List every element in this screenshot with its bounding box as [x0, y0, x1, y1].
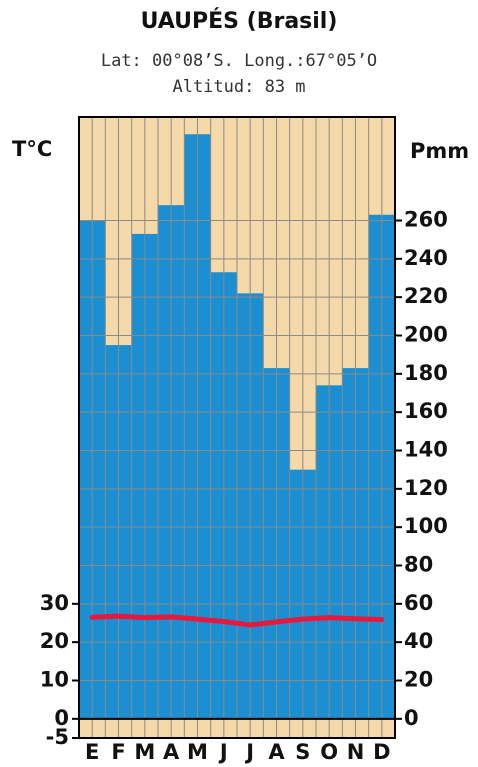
y-axis-label: T°C [12, 137, 52, 161]
x-tick-label: N [347, 740, 365, 764]
y2-axis-label: Pmm [410, 139, 469, 163]
plot-border [78, 116, 396, 739]
subtitle: Altitud: 83 m [172, 77, 305, 97]
x-tick-label: A [268, 740, 285, 764]
y2-tick-label: 40 [404, 629, 433, 653]
y2-tick-label: 140 [404, 438, 448, 462]
y2-tick-label: 160 [404, 399, 448, 423]
chart-title: UAUPÉS (Brasil) [141, 8, 338, 34]
x-tick-label: D [373, 740, 390, 764]
x-tick-label: J [244, 740, 254, 764]
x-tick-label: M [134, 740, 155, 764]
x-tick-label: F [111, 740, 125, 764]
y-tick-label: -5 [46, 725, 69, 749]
y2-tick-label: 220 [404, 284, 448, 308]
subtitle: Lat: 00°08’S. Long.:67°05’O [101, 51, 377, 71]
x-tick-label: M [187, 740, 208, 764]
x-tick-label: J [218, 740, 228, 764]
y2-tick-label: 240 [404, 246, 448, 270]
y2-tick-label: 80 [404, 553, 433, 577]
temperature-line [89, 613, 385, 628]
y2-tick-label: 260 [404, 208, 448, 232]
y-tick-label: 10 [40, 668, 69, 692]
y2-tick-label: 60 [404, 591, 433, 615]
y2-tick-label: 100 [404, 514, 448, 538]
x-tick-label: E [85, 740, 99, 764]
x-tick-label: S [295, 740, 310, 764]
y2-tick-label: 200 [404, 323, 448, 347]
x-tick-label: A [163, 740, 180, 764]
y-tick-label: 30 [40, 591, 69, 615]
y2-tick-label: 0 [404, 706, 419, 730]
y-tick-label: 20 [40, 629, 69, 653]
y2-tick-label: 180 [404, 361, 448, 385]
y2-tick-label: 120 [404, 476, 448, 500]
y-tick-label: 0 [54, 706, 69, 730]
x-tick-label: O [320, 740, 338, 764]
y2-tick-label: 20 [404, 668, 433, 692]
